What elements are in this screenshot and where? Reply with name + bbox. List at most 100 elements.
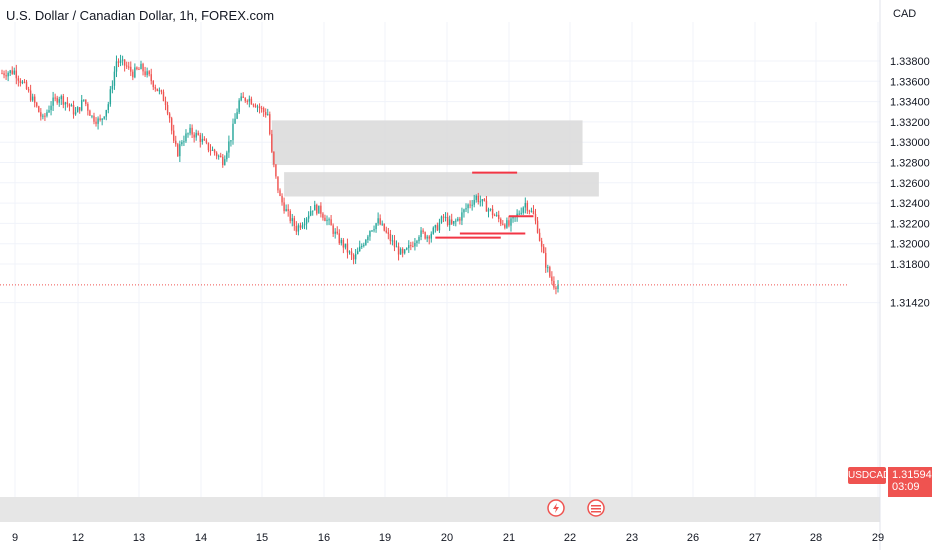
- candle-body: [83, 99, 85, 101]
- candle-body: [244, 97, 246, 101]
- candle-body: [40, 112, 42, 117]
- candle-body: [418, 237, 420, 242]
- candle-body: [450, 219, 453, 224]
- y-axis[interactable]: 1.33800 1.33600 1.33400 1.33200 1.33000 1.328…: [890, 56, 930, 310]
- candle-body: [520, 212, 522, 214]
- x-tick-label: 27: [749, 532, 761, 544]
- x-tick-label: 13: [133, 532, 145, 544]
- candle-body: [224, 159, 226, 166]
- candle-body: [318, 205, 320, 214]
- candle-body: [477, 195, 479, 203]
- candle-body: [500, 218, 502, 224]
- candle-body: [23, 81, 26, 83]
- candle-body: [146, 71, 148, 76]
- candle-body: [309, 211, 312, 216]
- candle-body: [289, 211, 291, 222]
- candle-body: [160, 90, 163, 92]
- candle-body: [406, 248, 408, 250]
- candle-body: [187, 133, 189, 135]
- candle-body: [48, 110, 50, 113]
- candle-body: [21, 81, 24, 84]
- candle-body: [361, 246, 363, 248]
- candle-body: [453, 221, 455, 224]
- candle-body: [9, 70, 11, 73]
- candle-body: [489, 208, 492, 210]
- x-tick-label: 12: [72, 532, 84, 544]
- candle-body: [273, 151, 275, 165]
- candle-body: [363, 244, 365, 247]
- candle-body: [395, 246, 398, 248]
- candle-body: [332, 225, 334, 234]
- candle-body: [130, 66, 132, 72]
- candle-body: [230, 140, 232, 142]
- x-tick-label: 29: [872, 532, 884, 544]
- candle-body: [438, 222, 441, 231]
- candle-body: [234, 118, 236, 124]
- candle-body: [148, 71, 150, 75]
- candle-body: [399, 248, 402, 255]
- candle-body: [534, 213, 537, 221]
- candle-body: [115, 61, 118, 72]
- y-tick-label: 1.32200: [890, 218, 930, 230]
- candle-body: [410, 245, 412, 247]
- candle-body: [285, 209, 287, 212]
- candle-body: [540, 240, 543, 247]
- candle-body: [238, 100, 240, 113]
- candle-body: [144, 71, 146, 76]
- candle-body: [512, 216, 514, 219]
- candle-body: [383, 223, 385, 231]
- candle-body: [475, 195, 477, 200]
- candle-body: [264, 112, 267, 115]
- candle-body: [170, 118, 173, 131]
- candle-body: [352, 255, 355, 260]
- candle-body: [530, 210, 533, 212]
- candle-body: [307, 215, 310, 219]
- candle-body: [68, 104, 71, 107]
- candle-body: [504, 224, 506, 228]
- chart-title: U.S. Dollar / Canadian Dollar, 1h, FOREX…: [6, 8, 275, 23]
- x-tick-label: 20: [441, 532, 453, 544]
- candle-body: [154, 87, 157, 89]
- candle-body: [60, 96, 62, 100]
- candle-body: [522, 207, 524, 213]
- candle-body: [220, 155, 222, 157]
- candle-body: [344, 243, 347, 248]
- y-tick-label: 1.33800: [890, 56, 930, 68]
- candle-body: [526, 202, 529, 211]
- candle-body: [119, 60, 122, 63]
- candle-body: [33, 96, 36, 103]
- candle-body: [3, 73, 5, 76]
- candle-body: [228, 141, 230, 153]
- candle-body: [181, 142, 183, 145]
- candle-body: [381, 223, 383, 225]
- candle-body: [532, 210, 535, 214]
- candle-body: [426, 236, 428, 239]
- candle-body: [50, 105, 52, 111]
- candle-body: [156, 88, 159, 91]
- candle-body: [373, 229, 375, 231]
- x-axis[interactable]: 9 12 13 14 15 16 19 20 21 22 23 26 27 28 29: [12, 532, 884, 544]
- x-tick-label: 15: [256, 532, 268, 544]
- candle-body: [322, 213, 324, 218]
- candle-body: [334, 231, 336, 234]
- candle-body: [487, 209, 490, 212]
- levels: [435, 171, 534, 239]
- candle-body: [150, 74, 152, 82]
- candle-body: [385, 230, 388, 233]
- candle-body: [13, 70, 15, 74]
- candle-body: [297, 225, 300, 232]
- lightning-icon[interactable]: [547, 499, 565, 517]
- candle-body: [508, 220, 510, 226]
- candle-body: [62, 96, 65, 105]
- zone-rect: [271, 120, 583, 166]
- candle-body: [89, 110, 91, 116]
- candle-body: [58, 99, 60, 103]
- candle-body: [510, 218, 512, 226]
- us-flag-icon[interactable]: [587, 499, 605, 517]
- candle-body: [350, 251, 353, 256]
- candle-body: [553, 280, 555, 288]
- candle-body: [254, 105, 257, 108]
- candle-body: [403, 249, 406, 254]
- x-tick-label: 19: [379, 532, 391, 544]
